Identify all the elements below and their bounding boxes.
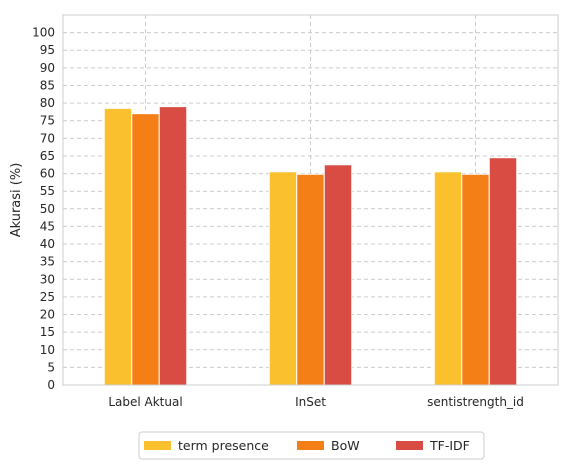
legend-swatch — [297, 441, 324, 450]
x-tick-label: sentistrength_id — [427, 395, 524, 409]
y-tick-label: 75 — [40, 114, 55, 128]
y-tick-label: 20 — [40, 308, 55, 322]
bar-term-presence-2 — [433, 171, 463, 386]
bar-tf-idf-0 — [158, 106, 188, 386]
y-tick-label: 95 — [40, 43, 55, 57]
y-tick-label: 35 — [40, 255, 55, 269]
legend: term presence BoW TF-IDF — [138, 431, 485, 460]
y-tick-label: 70 — [40, 131, 55, 145]
y-tick-label: 55 — [40, 184, 55, 198]
bar-tf-idf-2 — [488, 157, 518, 386]
y-tick-label: 85 — [40, 78, 55, 92]
legend-label: BoW — [331, 438, 360, 453]
x-tick-label: Label Aktual — [108, 395, 182, 409]
legend-label: TF-IDF — [429, 438, 470, 453]
bar-tf-idf-1 — [323, 164, 353, 386]
bar-bow-2 — [461, 173, 490, 386]
y-tick-label: 80 — [40, 96, 55, 110]
y-tick-label: 15 — [40, 325, 55, 339]
x-tick-labels: Label Aktual InSet sentistrength_id — [108, 395, 524, 409]
bars — [103, 106, 518, 386]
y-axis-label: Akurasi (%) — [9, 163, 24, 238]
y-tick-label: 5 — [47, 360, 55, 374]
legend-swatch — [144, 441, 171, 450]
y-tick-label: 65 — [40, 149, 55, 163]
y-tick-label: 50 — [40, 202, 55, 216]
y-tick-label: 0 — [47, 378, 55, 392]
bar-bow-1 — [296, 173, 325, 386]
y-tick-label: 60 — [40, 167, 55, 181]
y-tick-label: 10 — [40, 343, 55, 357]
y-tick-labels: 0 5 10 15 20 25 30 35 40 45 50 55 60 65 70 75 80 85 90 95 10… — [32, 26, 55, 392]
y-tick-label: 90 — [40, 61, 55, 75]
legend-label: term presence — [178, 438, 269, 453]
y-tick-label: 40 — [40, 237, 55, 251]
plot-frame — [62, 14, 559, 386]
bar-term-presence-1 — [268, 171, 298, 386]
y-tick-label: 30 — [40, 272, 55, 286]
bar-bow-0 — [131, 113, 160, 386]
y-tick-label: 45 — [40, 219, 55, 233]
legend-swatch — [396, 441, 423, 450]
y-tick-label: 100 — [32, 26, 55, 40]
x-tick-label: InSet — [295, 395, 326, 409]
y-tick-label: 25 — [40, 290, 55, 304]
bar-term-presence-0 — [103, 107, 133, 386]
